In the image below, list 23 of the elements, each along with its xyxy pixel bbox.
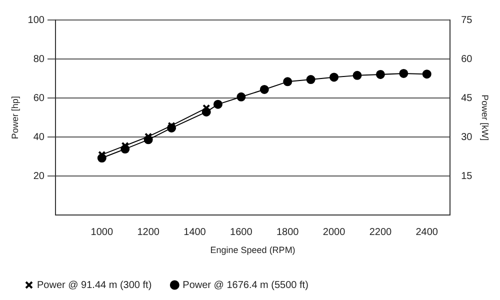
y2-tick-label: 60 <box>461 54 473 65</box>
x-tick-label: 1800 <box>276 226 300 238</box>
y-tick-label: 20 <box>33 170 45 182</box>
y-tick-label: 40 <box>33 132 45 143</box>
x-tick-label: 1000 <box>90 226 114 238</box>
x-axis-title: Engine Speed (RPM) <box>210 245 296 256</box>
x-tick-label: 2200 <box>369 226 392 238</box>
x-tick-label: 1400 <box>184 226 206 238</box>
y2-tick-label: 15 <box>461 170 473 182</box>
y2-tick-label: 75 <box>461 14 473 26</box>
y2-axis-title: Power [kW] <box>480 94 490 141</box>
y-tick-label: 60 <box>33 92 45 104</box>
legend-label: Power @ 91.44 m (300 ft) <box>37 280 152 291</box>
y-axis-title: Power [hp] <box>10 96 20 140</box>
y-tick-label: 80 <box>33 54 45 65</box>
legend-label: Power @ 1676.4 m (5500 ft) <box>182 280 308 291</box>
y-tick-label: 100 <box>28 14 45 26</box>
x-tick-label: 2400 <box>416 226 438 238</box>
y2-tick-label: 45 <box>461 92 473 104</box>
y2-tick-label: 30 <box>461 132 473 143</box>
x-tick-label: 1200 <box>137 226 160 238</box>
x-tick-label: 2000 <box>322 226 346 238</box>
x-tick-label: 1600 <box>230 226 253 238</box>
